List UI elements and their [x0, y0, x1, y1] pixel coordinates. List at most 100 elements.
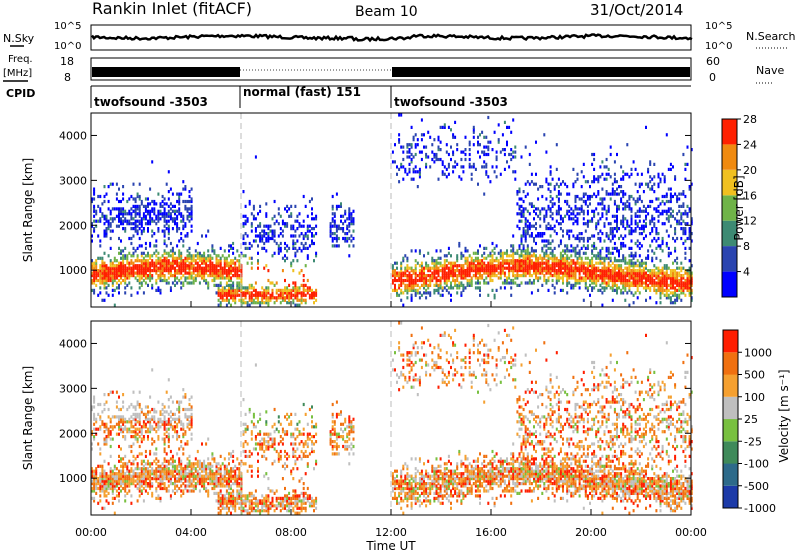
power-cell — [190, 254, 193, 258]
power-cell — [228, 244, 230, 248]
velocity-cell — [132, 482, 135, 486]
power-cell — [601, 207, 604, 211]
velocity-cell — [165, 435, 168, 439]
power-cell — [396, 165, 398, 169]
velocity-cell — [136, 454, 139, 458]
power-cell — [171, 281, 174, 285]
power-cell — [653, 175, 656, 179]
power-cell — [508, 264, 511, 268]
power-cell — [126, 269, 129, 273]
power-cell — [423, 133, 425, 137]
power-cell — [281, 269, 284, 273]
power-cell — [690, 239, 693, 243]
power-cell — [182, 244, 185, 248]
velocity-cell — [118, 415, 120, 419]
velocity-cell — [159, 499, 162, 503]
power-cell — [630, 167, 633, 171]
velocity-cell — [95, 472, 98, 476]
power-cell — [460, 264, 463, 268]
power-cell — [140, 283, 143, 287]
power-cell — [653, 222, 656, 226]
power-cell — [568, 256, 571, 260]
power-cell — [221, 293, 224, 297]
velocity-cell — [124, 427, 127, 431]
power-cell — [450, 274, 452, 278]
velocity-cell — [111, 472, 114, 476]
power-cell — [450, 293, 452, 297]
velocity-cell — [128, 489, 131, 493]
power-cell — [578, 278, 581, 283]
power-cell — [659, 244, 662, 248]
velocity-cell — [163, 484, 166, 488]
velocity-cell — [120, 447, 122, 451]
power-cell — [630, 269, 633, 273]
power-cell — [634, 227, 637, 231]
nsky-trace — [90, 33, 693, 43]
power-cell — [642, 204, 645, 208]
power-cell — [217, 274, 220, 278]
power-cell — [410, 160, 413, 164]
power-cell — [124, 286, 127, 290]
power-cell — [215, 256, 218, 260]
power-cell — [574, 271, 577, 275]
power-cell — [425, 291, 428, 295]
power-cell — [524, 259, 527, 263]
power-cell — [294, 288, 297, 292]
power-cell — [223, 293, 226, 297]
power-cell — [632, 271, 635, 275]
power-cell — [661, 278, 664, 283]
power-cell — [178, 254, 181, 258]
power-cell — [526, 249, 529, 253]
power-cell — [468, 254, 471, 258]
power-cell — [684, 239, 687, 243]
velocity-cell — [111, 415, 114, 419]
power-cell — [533, 266, 535, 270]
power-cell — [642, 286, 645, 290]
power-cell — [582, 209, 585, 213]
power-cell — [466, 281, 469, 285]
power-cell — [124, 278, 127, 283]
power-cell — [607, 192, 610, 196]
power-cell — [263, 241, 266, 246]
velocity-cell — [107, 430, 110, 434]
power-cell — [246, 288, 249, 292]
power-cell — [219, 301, 222, 305]
velocity-cell — [147, 430, 149, 434]
power-cell — [290, 204, 293, 208]
power-cell — [684, 286, 687, 290]
power-cell — [499, 172, 502, 176]
power-cell — [147, 251, 149, 255]
power-cell — [628, 259, 631, 263]
velocity-cell — [157, 464, 160, 468]
power-cell — [416, 291, 419, 295]
power-cell — [460, 157, 463, 162]
velocity-cell — [101, 489, 104, 493]
power-colorbar-swatch — [722, 169, 737, 196]
power-cell — [273, 301, 276, 305]
power-cell — [547, 241, 550, 246]
velocity-cell — [118, 479, 120, 483]
power-cell — [400, 264, 403, 268]
power-cell — [549, 207, 552, 211]
power-cell — [439, 261, 442, 265]
power-cell — [441, 160, 444, 164]
power-cell — [566, 281, 569, 285]
power-cell — [690, 264, 693, 268]
power-cell — [331, 236, 334, 241]
power-cell — [657, 266, 660, 270]
power-cell — [331, 244, 334, 248]
power-cell — [586, 256, 589, 260]
power-cell — [257, 293, 259, 297]
power-cell — [530, 202, 533, 206]
power-cell — [624, 261, 627, 265]
velocity-cell — [101, 467, 104, 471]
power-cell — [572, 212, 575, 216]
power-cell — [261, 239, 264, 243]
power-cell — [672, 281, 674, 285]
power-cell — [184, 199, 187, 204]
velocity-cell — [138, 427, 141, 431]
power-cell — [142, 274, 145, 278]
power-cell — [659, 293, 662, 297]
power-cell — [429, 293, 432, 297]
power-cell — [292, 301, 295, 305]
